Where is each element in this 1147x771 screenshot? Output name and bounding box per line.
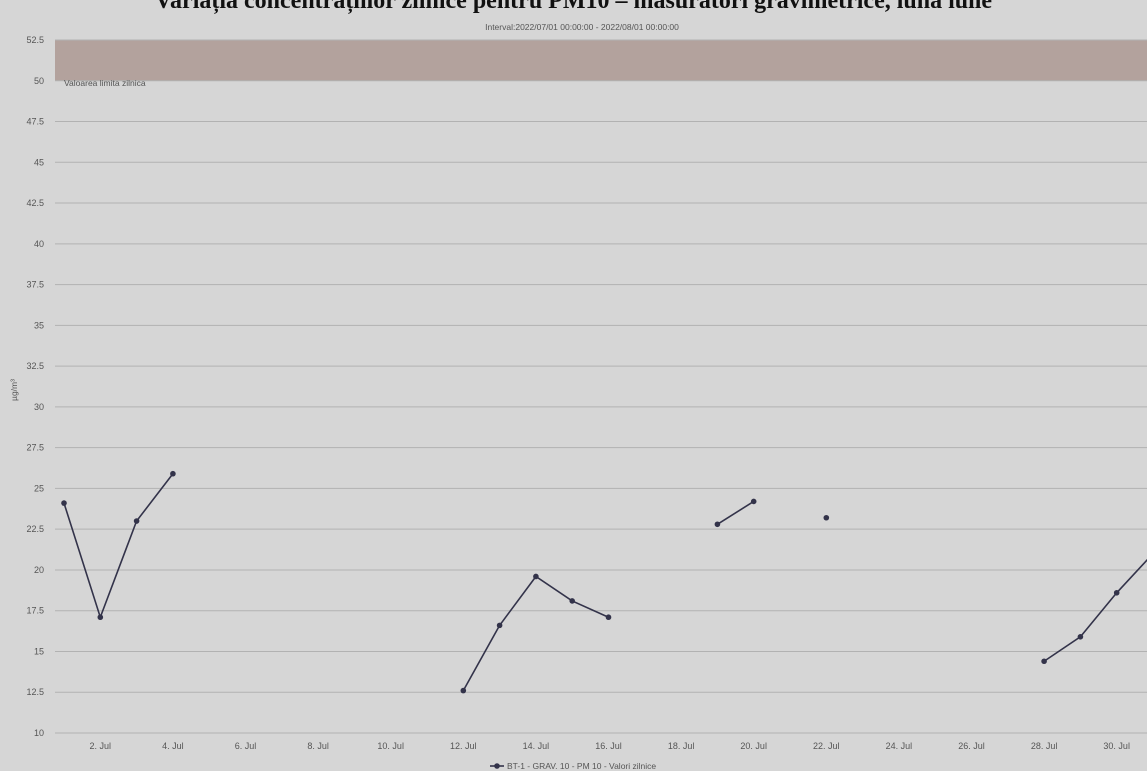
y-tick-label: 25 [34, 483, 44, 493]
x-tick-label: 12. Jul [450, 741, 477, 751]
series-lines [63, 473, 1147, 691]
data-point[interactable] [533, 573, 539, 580]
y-tick-label: 30 [34, 402, 44, 412]
y-tick-label: 20 [34, 565, 44, 575]
data-point[interactable] [823, 514, 830, 521]
y-axis-label: µg/m³ [9, 379, 19, 401]
data-point[interactable] [1113, 589, 1120, 596]
x-tick-label: 4. Jul [162, 741, 184, 751]
x-tick-label: 30. Jul [1103, 741, 1130, 751]
data-point[interactable] [605, 614, 612, 621]
data-point[interactable] [714, 521, 721, 528]
chart-subtitle: Interval:2022/07/01 00:00:00 - 2022/08/0… [485, 22, 679, 32]
limit-band-label: Valoarea limita zilnica [64, 78, 146, 88]
y-tick-label: 10 [34, 728, 44, 738]
data-point[interactable] [61, 500, 67, 506]
x-tick-label: 2. Jul [90, 741, 112, 751]
x-tick-label: 14. Jul [523, 741, 550, 751]
y-tick-label: 40 [34, 239, 44, 249]
x-tick-label: 16. Jul [595, 741, 622, 751]
limit-band [55, 40, 1147, 81]
series-line-segment [1043, 558, 1147, 662]
data-point[interactable] [496, 622, 503, 629]
data-point[interactable] [1077, 633, 1084, 640]
x-axis: 2. Jul 4. Jul 6. Jul 8. Jul 10. Jul 12. Jul 14… [90, 741, 1130, 751]
legend-label: BT-1 - GRAV. 10 - PM 10 - Valori zilnice [507, 761, 656, 771]
data-point[interactable] [170, 470, 176, 477]
series-points [61, 470, 1120, 694]
legend-marker [494, 763, 500, 769]
y-tick-label: 12.5 [26, 687, 44, 697]
grid [55, 39, 1147, 734]
x-tick-label: 28. Jul [1031, 741, 1058, 751]
series-line-segment [716, 500, 755, 525]
data-point[interactable] [133, 518, 140, 524]
y-tick-label: 22.5 [26, 524, 44, 534]
data-point[interactable] [750, 498, 757, 505]
y-tick-label: 45 [34, 157, 44, 167]
y-tick-label: 35 [34, 320, 44, 330]
y-tick-label: 37.5 [26, 280, 44, 290]
y-tick-label: 42.5 [26, 198, 44, 208]
y-tick-label: 50 [34, 76, 44, 86]
series-line-segment [462, 575, 609, 691]
data-point[interactable] [1041, 658, 1047, 665]
x-tick-label: 22. Jul [813, 741, 840, 751]
x-tick-label: 26. Jul [958, 741, 985, 751]
x-tick-label: 24. Jul [886, 741, 913, 751]
legend[interactable]: BT-1 - GRAV. 10 - PM 10 - Valori zilnice [490, 761, 656, 771]
y-tick-label: 17.5 [26, 606, 44, 616]
data-point[interactable] [460, 687, 467, 694]
y-tick-label: 52.5 [26, 35, 44, 45]
y-tick-label: 27.5 [26, 443, 44, 453]
data-point[interactable] [569, 598, 575, 604]
x-tick-label: 20. Jul [740, 741, 767, 751]
x-tick-label: 8. Jul [307, 741, 329, 751]
x-tick-label: 6. Jul [235, 741, 257, 751]
y-tick-label: 15 [34, 646, 44, 656]
series-line-segment [63, 473, 174, 620]
x-tick-label: 18. Jul [668, 741, 695, 751]
y-axis: 10 12.5 15 17.5 20 22.5 25 27.5 30 32.5 35 37.5 40 42… [26, 35, 44, 738]
x-tick-label: 10. Jul [377, 741, 404, 751]
y-tick-label: 32.5 [26, 361, 44, 371]
page-title: Variația concentrațiilor zilnice pentru … [154, 0, 993, 14]
data-point[interactable] [97, 614, 104, 621]
y-tick-label: 47.5 [26, 117, 44, 127]
